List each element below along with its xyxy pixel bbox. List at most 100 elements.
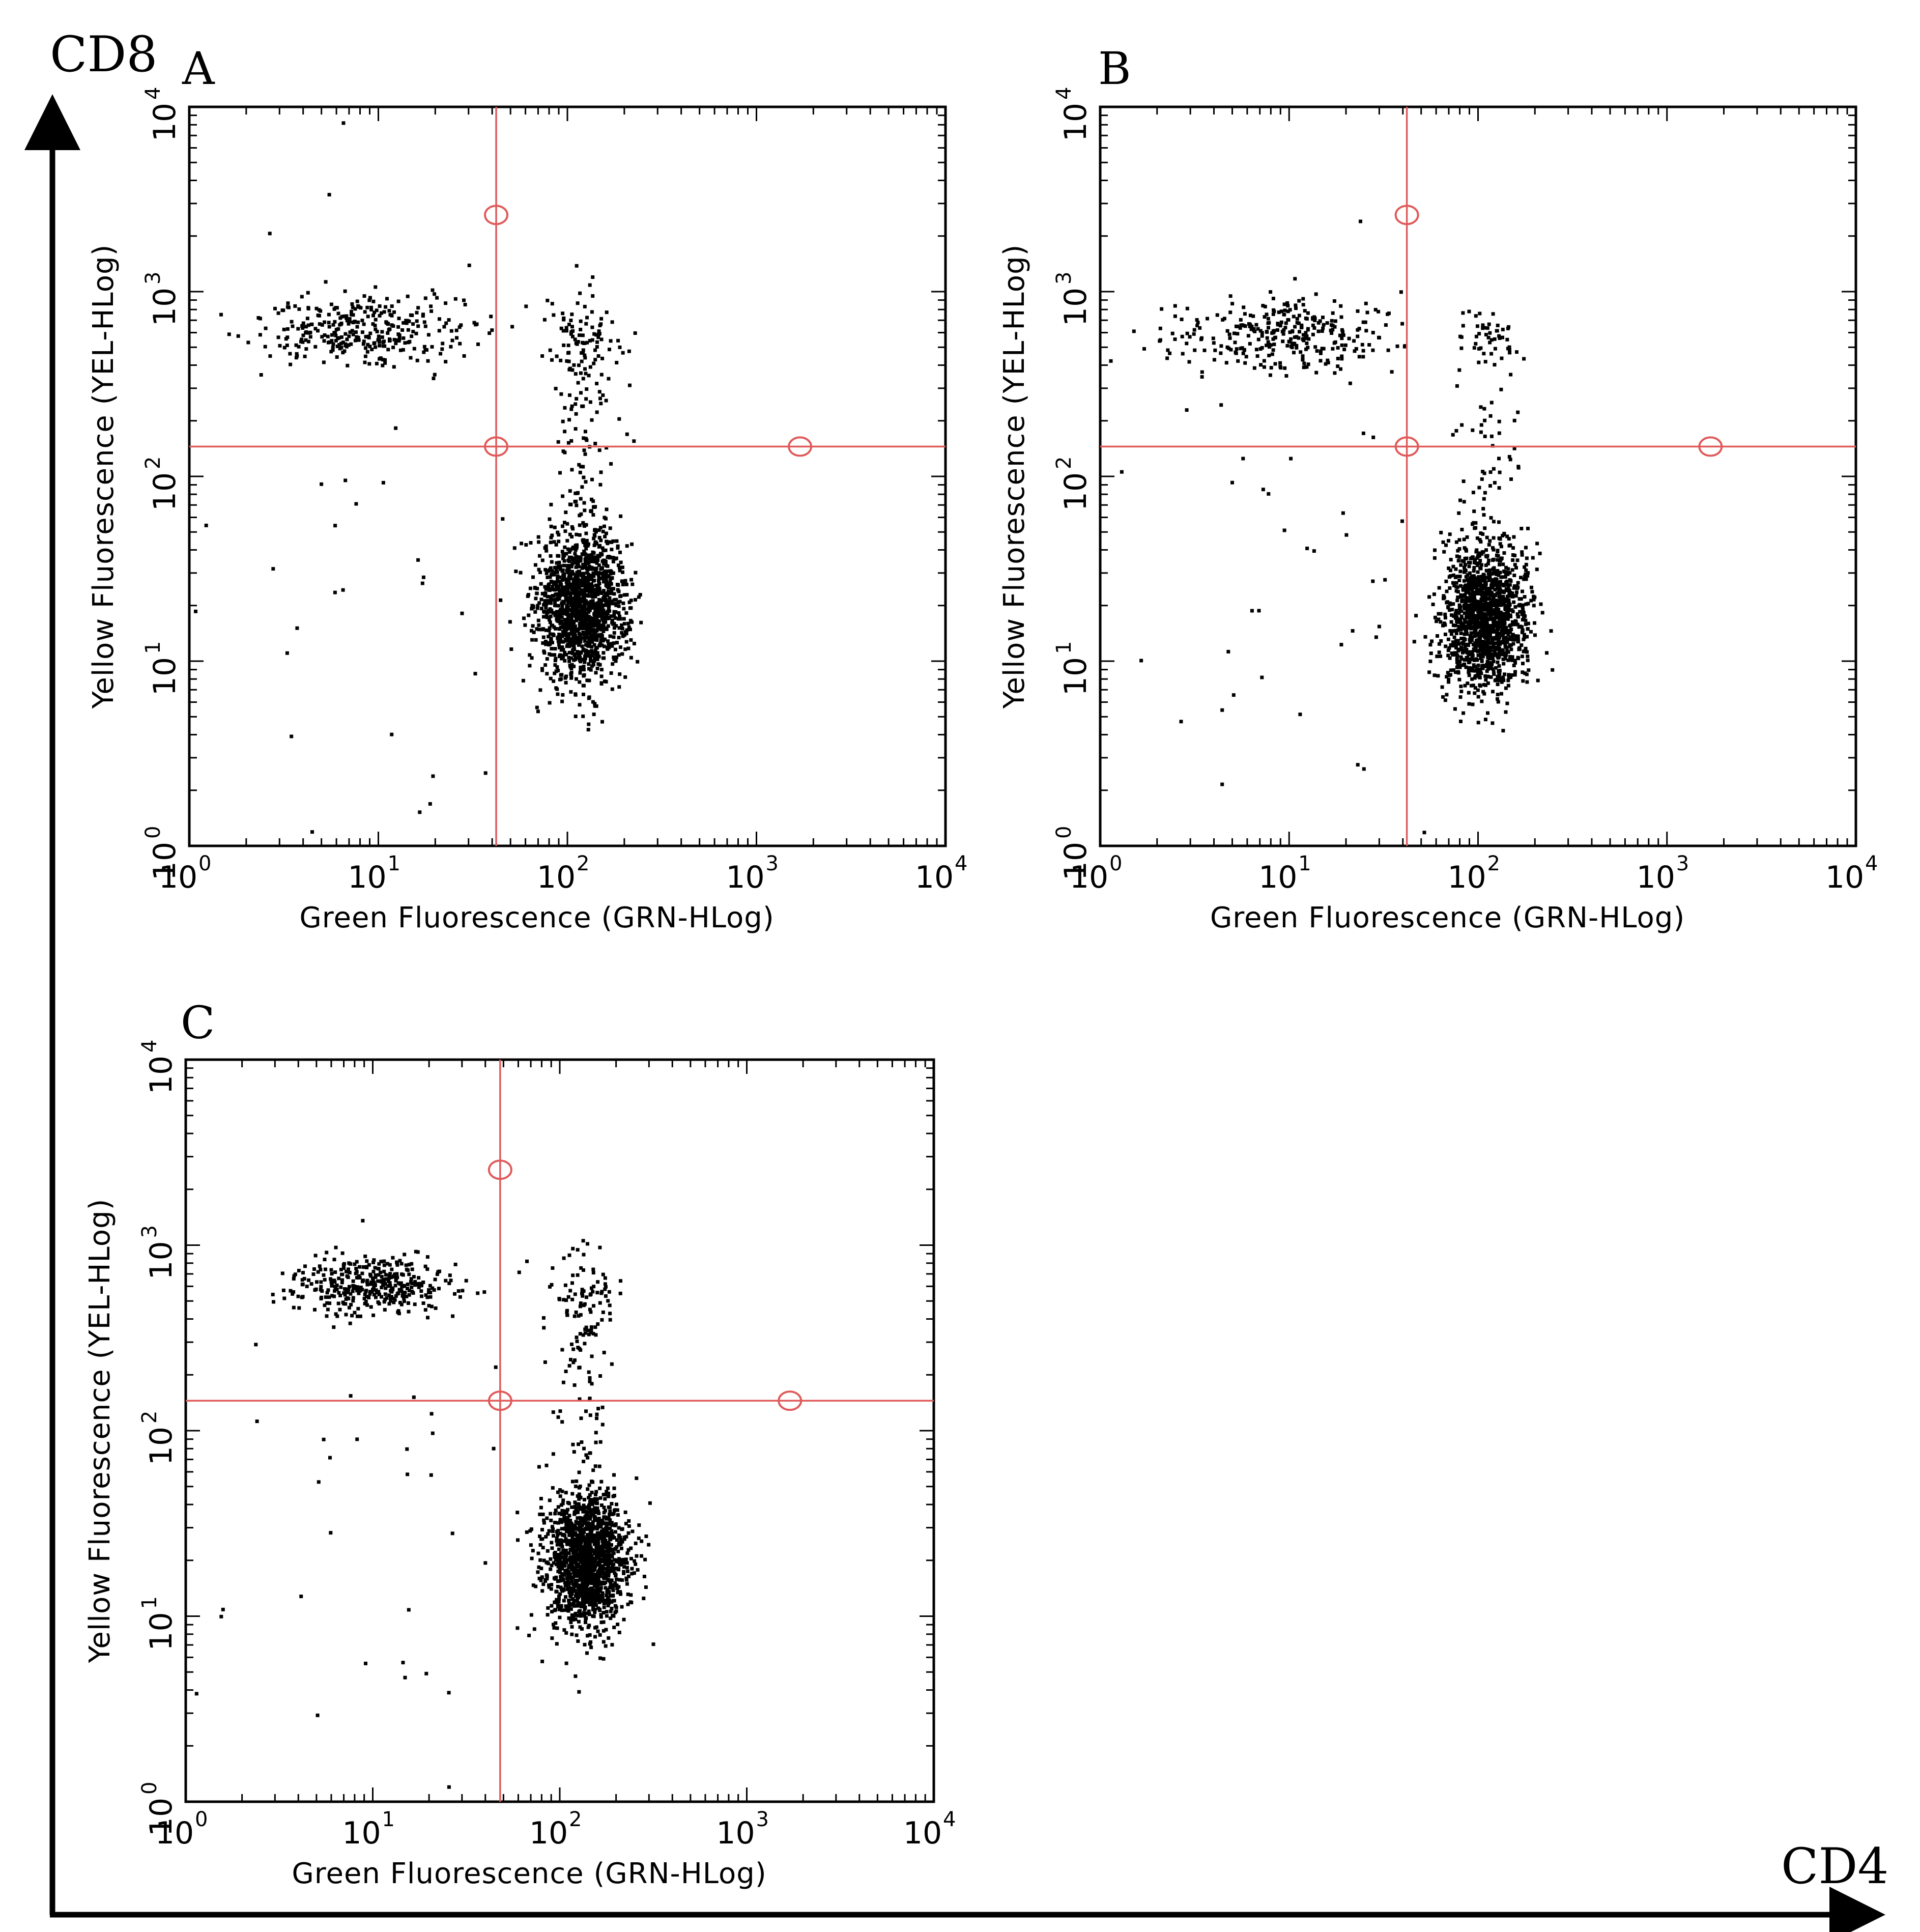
- event-point: [1502, 662, 1506, 666]
- event-point: [599, 470, 603, 474]
- event-point: [589, 656, 592, 660]
- event-point: [381, 358, 385, 362]
- event-point: [1457, 617, 1461, 621]
- event-point: [1483, 585, 1487, 589]
- event-point: [618, 617, 622, 621]
- event-point: [1463, 567, 1467, 572]
- event-point: [623, 675, 627, 679]
- event-point: [348, 320, 352, 324]
- event-point: [1384, 323, 1388, 327]
- event-point: [1485, 643, 1489, 647]
- event-point: [1511, 558, 1515, 562]
- event-point: [590, 310, 594, 314]
- event-point: [1459, 645, 1463, 649]
- gate-handle[interactable]: [1394, 205, 1419, 225]
- gate-handle[interactable]: [1394, 436, 1419, 457]
- event-point: [392, 337, 396, 342]
- event-point: [540, 591, 545, 595]
- event-point: [1472, 658, 1476, 662]
- event-point: [569, 1607, 573, 1611]
- event-point: [575, 532, 579, 536]
- event-point: [599, 668, 604, 672]
- event-point: [1473, 676, 1477, 680]
- event-point: [1356, 763, 1360, 767]
- event-point: [593, 610, 597, 614]
- event-point: [449, 345, 453, 349]
- event-point: [530, 629, 533, 633]
- event-point: [556, 692, 560, 696]
- event-point: [579, 319, 583, 323]
- event-point: [1452, 635, 1456, 639]
- event-point: [571, 1533, 576, 1537]
- event-point: [566, 1516, 570, 1520]
- gate-handle[interactable]: [484, 205, 509, 225]
- event-point: [549, 676, 553, 680]
- event-point: [337, 343, 341, 347]
- y-tick-label: 10: [1058, 103, 1094, 141]
- event-point: [587, 374, 591, 378]
- event-point: [1496, 581, 1500, 585]
- event-point: [1241, 457, 1245, 461]
- panel-a-x-axis-title: Green Fluorescence (GRN-HLog): [299, 901, 774, 934]
- event-point: [549, 554, 553, 558]
- y-tick-label-exponent: 2: [1052, 457, 1076, 469]
- event-point: [585, 626, 589, 630]
- event-point: [1457, 578, 1462, 582]
- event-point: [473, 672, 477, 676]
- event-point: [1549, 629, 1553, 633]
- event-point: [1340, 343, 1344, 347]
- event-point: [574, 427, 578, 431]
- event-point: [570, 606, 575, 609]
- event-point: [632, 439, 636, 443]
- event-point: [1248, 324, 1252, 328]
- event-point: [639, 620, 643, 624]
- event-point: [545, 657, 549, 661]
- event-point: [1500, 692, 1503, 696]
- event-point: [570, 570, 574, 574]
- event-point: [584, 322, 588, 326]
- gate-handle[interactable]: [484, 436, 509, 457]
- event-point: [587, 618, 591, 622]
- event-point: [593, 1464, 597, 1468]
- event-point: [1481, 470, 1485, 473]
- event-point: [1457, 677, 1462, 681]
- event-point: [536, 535, 540, 539]
- event-point: [1471, 491, 1475, 495]
- event-point: [562, 612, 566, 615]
- event-point: [603, 1509, 607, 1513]
- event-point: [295, 626, 299, 630]
- event-point: [629, 1546, 633, 1550]
- event-point: [592, 574, 596, 578]
- gate-handle[interactable]: [1698, 436, 1723, 457]
- event-point: [553, 1555, 557, 1559]
- event-point: [330, 333, 334, 337]
- event-point: [1458, 570, 1463, 574]
- event-point: [194, 609, 197, 613]
- event-point: [1360, 343, 1364, 347]
- event-point: [1469, 580, 1473, 584]
- event-point: [1507, 590, 1511, 594]
- event-point: [561, 587, 565, 591]
- event-point: [581, 684, 585, 688]
- event-point: [1219, 344, 1223, 348]
- event-point: [588, 589, 592, 593]
- event-point: [620, 623, 624, 627]
- event-point: [615, 539, 619, 543]
- event-point: [592, 1580, 596, 1584]
- event-point: [549, 1567, 553, 1571]
- event-point: [581, 465, 585, 469]
- event-point: [582, 626, 586, 630]
- event-point: [558, 637, 562, 641]
- event-point: [1250, 324, 1254, 328]
- event-point: [1495, 606, 1499, 610]
- event-point: [1440, 685, 1444, 689]
- event-point: [1459, 346, 1464, 350]
- event-point: [561, 625, 565, 629]
- gate-handle[interactable]: [788, 436, 813, 457]
- event-point: [1316, 321, 1321, 325]
- event-point: [1458, 575, 1462, 579]
- event-point: [560, 699, 564, 703]
- event-point: [1482, 643, 1486, 647]
- event-point: [577, 617, 581, 621]
- event-point: [542, 610, 547, 614]
